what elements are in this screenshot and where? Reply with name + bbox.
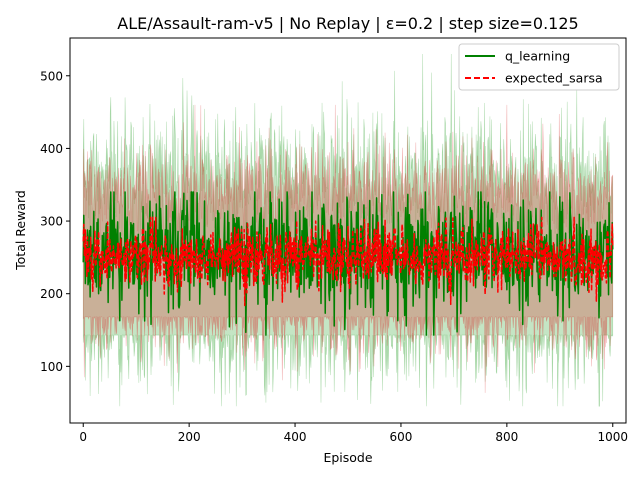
line-expected-sarsa bbox=[82, 216, 614, 307]
y-tick-label: 200 bbox=[40, 287, 63, 301]
y-tick-label: 300 bbox=[40, 215, 63, 229]
x-tick-label: 400 bbox=[284, 430, 307, 444]
plot-area bbox=[82, 53, 614, 407]
x-tick-label: 0 bbox=[79, 430, 87, 444]
chart-title: ALE/Assault-ram-v5 | No Replay | ε=0.2 |… bbox=[117, 14, 578, 33]
legend-label-expected-sarsa: expected_sarsa bbox=[505, 71, 603, 86]
legend: q_learning expected_sarsa bbox=[458, 43, 620, 91]
legend-label-q-learning: q_learning bbox=[505, 49, 570, 64]
y-tick-label: 100 bbox=[40, 360, 63, 374]
mean-lines bbox=[82, 191, 614, 336]
x-tick-label: 600 bbox=[389, 430, 412, 444]
x-axis-label: Episode bbox=[323, 450, 372, 465]
y-tick-label: 500 bbox=[40, 69, 63, 83]
x-tick-label: 200 bbox=[178, 430, 201, 444]
x-tick-label: 1000 bbox=[597, 430, 628, 444]
legend-box bbox=[458, 43, 620, 91]
x-tick-label: 800 bbox=[495, 430, 518, 444]
x-axis-ticks: 0 200 400 600 800 1000 bbox=[79, 423, 628, 444]
y-axis-ticks: 100 200 300 400 500 bbox=[40, 69, 70, 374]
y-tick-label: 400 bbox=[40, 142, 63, 156]
y-axis-label: Total Reward bbox=[13, 190, 28, 271]
axes-frame bbox=[69, 37, 627, 424]
